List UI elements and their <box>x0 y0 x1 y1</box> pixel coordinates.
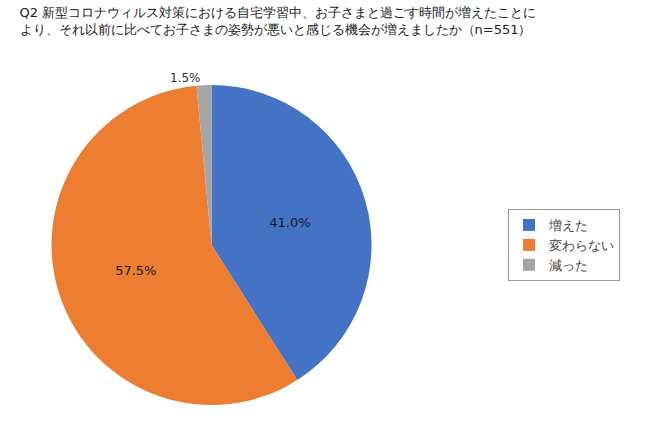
svg-text:Q2 新型コロナウィルス対策における自宅学習中、お子さまと過: Q2 新型コロナウィルス対策における自宅学習中、お子さまと過ごす時間が増えたこと… <box>20 5 537 37</box>
svg-text:57.5%: 57.5% <box>115 263 156 278</box>
svg-text:増えた: 増えた <box>548 218 588 233</box>
svg-text:変わらない: 変わらない <box>549 238 614 253</box>
svg-text:41.0%: 41.0% <box>269 215 310 230</box>
svg-text:1.5%: 1.5% <box>170 71 201 85</box>
svg-text:減った: 減った <box>549 258 588 273</box>
